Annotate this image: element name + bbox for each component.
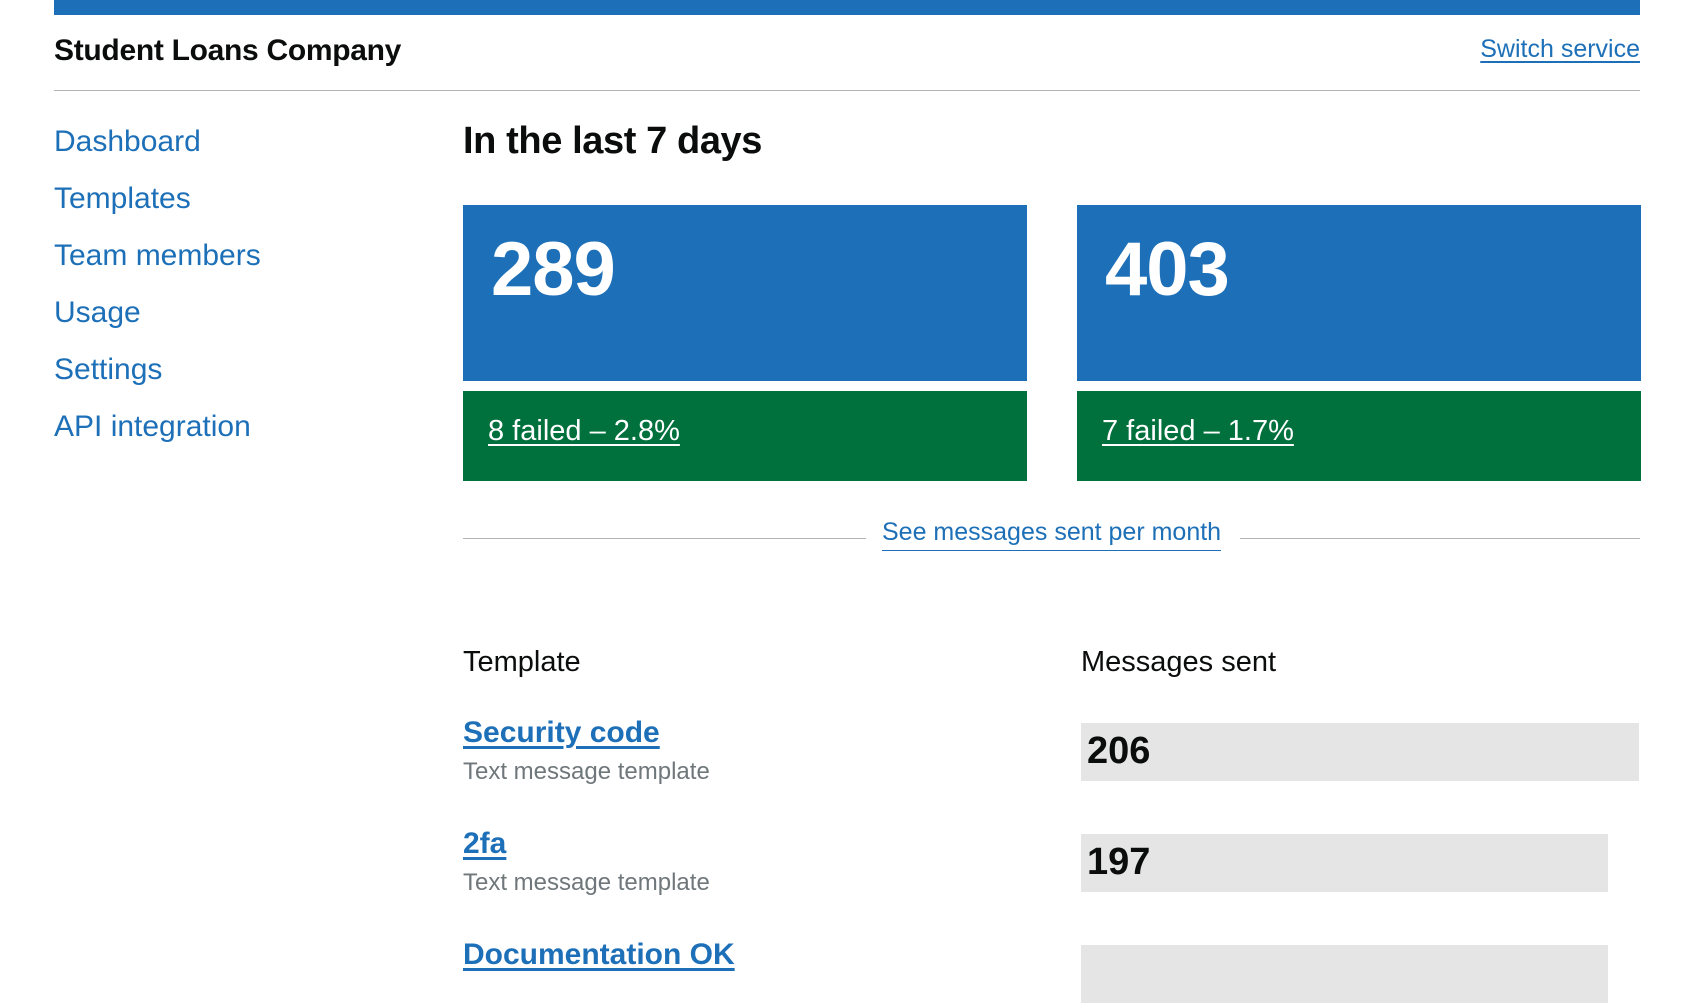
top-brand-bar	[54, 0, 1640, 15]
nav-settings[interactable]: Settings	[54, 353, 163, 386]
nav-api-integration[interactable]: API integration	[54, 410, 251, 443]
side-navigation: Dashboard Templates Team members Usage S…	[54, 122, 261, 464]
emails-sent-count: 289	[491, 227, 616, 312]
nav-team-members[interactable]: Team members	[54, 239, 261, 272]
emails-failed-link[interactable]: 8 failed – 2.8%	[488, 415, 680, 447]
column-header-messages-sent: Messages sent	[1081, 646, 1277, 678]
organisation-name: Student Loans Company	[54, 34, 402, 67]
messages-sent-bar	[1081, 945, 1608, 1003]
texts-sent-card: 403 text messages sent	[1077, 205, 1641, 381]
emails-sent-card: 289 emails sent	[463, 205, 1027, 381]
service-header: Student Loans Company Switch service	[54, 28, 1640, 91]
nav-templates[interactable]: Templates	[54, 182, 191, 215]
nav-dashboard[interactable]: Dashboard	[54, 125, 201, 158]
texts-sent-count: 403	[1105, 227, 1230, 312]
messages-sent-count: 206	[1087, 730, 1151, 772]
emails-failed-card: 8 failed – 2.8%	[463, 391, 1027, 481]
page-heading: In the last 7 days	[463, 120, 763, 162]
messages-sent-bar: 206	[1081, 723, 1639, 781]
texts-failed-card: 7 failed – 1.7%	[1077, 391, 1641, 481]
template-name-link[interactable]: 2fa	[463, 827, 507, 860]
divider-left	[463, 538, 866, 539]
messages-sent-count: 197	[1087, 841, 1151, 883]
template-type: Text message template	[463, 758, 710, 785]
template-type: Text message template	[463, 869, 710, 896]
texts-failed-link[interactable]: 7 failed – 1.7%	[1102, 415, 1294, 447]
column-header-template: Template	[463, 646, 581, 678]
emails-sent-link[interactable]: emails sent	[492, 319, 639, 351]
messages-sent-bar: 197	[1081, 834, 1608, 892]
texts-sent-link[interactable]: text messages sent	[1106, 319, 1356, 351]
nav-usage[interactable]: Usage	[54, 296, 141, 329]
template-name-link[interactable]: Security code	[463, 716, 660, 749]
switch-service-link[interactable]: Switch service	[1480, 35, 1640, 63]
template-name-link[interactable]: Documentation OK	[463, 938, 735, 971]
messages-per-month-link[interactable]: See messages sent per month	[882, 518, 1222, 551]
divider-right	[1240, 538, 1640, 539]
